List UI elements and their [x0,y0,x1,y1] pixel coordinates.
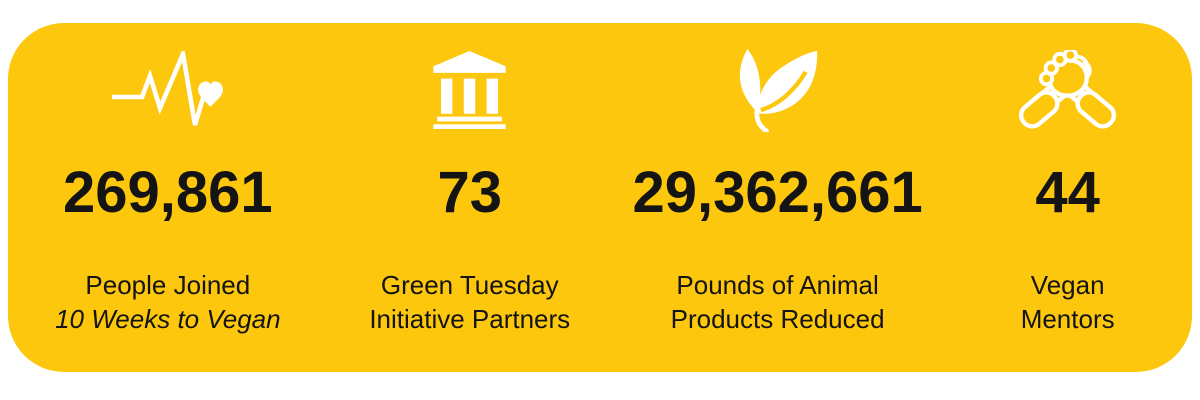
stat-icon-wrap [8,50,328,130]
stat-label-line-2: Products Reduced [670,304,885,334]
stat-icon-wrap [328,50,612,130]
stats-banner: 269,861 People Joined 10 Weeks to Vegan … [8,23,1192,372]
stat-value: 44 [1035,160,1100,225]
stat-vegan-mentors: 44 Vegan Mentors [943,50,1192,372]
stat-people-joined: 269,861 People Joined 10 Weeks to Vegan [8,50,328,372]
stat-label: People Joined 10 Weeks to Vegan [8,268,328,336]
stat-value: 269,861 [63,160,273,225]
stat-value: 73 [437,160,502,225]
stat-label-line-2: Initiative Partners [369,304,571,334]
stat-label: Vegan Mentors [943,268,1192,336]
stat-icon-wrap [612,48,944,132]
stat-label-line-1: People Joined [85,270,251,300]
stat-label-line-2: Mentors [1020,304,1115,334]
stat-value: 29,362,661 [632,160,923,225]
clasped-hands-icon [1019,50,1117,129]
stat-label: Green Tuesday Initiative Partners [328,268,612,336]
leaf-icon [739,48,817,132]
heartbeat-heart-icon [111,51,223,126]
stat-label: Pounds of Animal Products Reduced [612,268,944,336]
bank-icon [433,51,506,129]
stat-label-line-2: 10 Weeks to Vegan [55,304,281,334]
stat-label-line-1: Vegan [1030,270,1105,300]
stat-green-tuesday-partners: 73 Green Tuesday Initiative Partners [328,50,612,372]
stat-label-line-1: Green Tuesday [380,270,559,300]
stat-label-line-1: Pounds of Animal [676,270,879,300]
stat-icon-wrap [943,50,1192,130]
stat-pounds-reduced: 29,362,661 Pounds of Animal Products Red… [612,48,944,372]
